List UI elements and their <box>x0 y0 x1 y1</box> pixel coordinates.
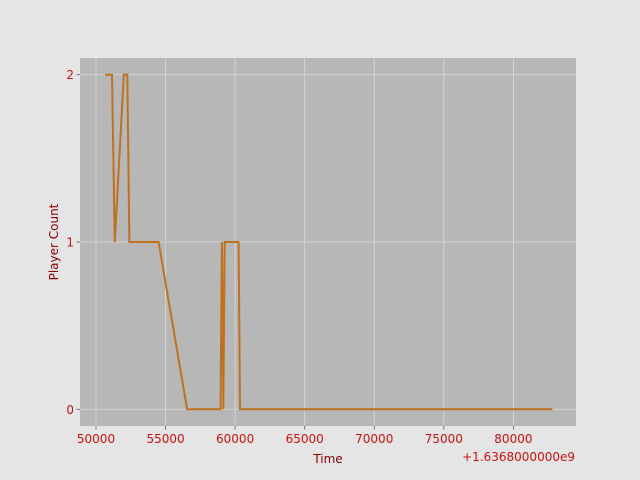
x-tick-label: 65000 <box>286 432 324 446</box>
y-tick-label: 0 <box>66 403 74 417</box>
y-axis-ticks: 0 1 2 <box>66 68 80 417</box>
x-tick-label: 70000 <box>355 432 393 446</box>
series-line <box>105 73 553 411</box>
x-axis-ticks: 50000 55000 60000 65000 70000 75000 80000 <box>77 426 532 446</box>
x-tick-label: 60000 <box>216 432 254 446</box>
x-tick-label: 75000 <box>425 432 463 446</box>
x-tick-label: 80000 <box>494 432 532 446</box>
data-series <box>105 73 553 411</box>
y-tick-label: 1 <box>66 236 74 250</box>
x-axis-label: Time <box>312 452 342 466</box>
x-tick-label: 55000 <box>146 432 184 446</box>
x-tick-label: 50000 <box>77 432 115 446</box>
x-axis-offset-label: +1.6368000000e9 <box>462 450 575 464</box>
y-tick-label: 2 <box>66 68 74 82</box>
y-axis-label: Player Count <box>47 203 61 280</box>
